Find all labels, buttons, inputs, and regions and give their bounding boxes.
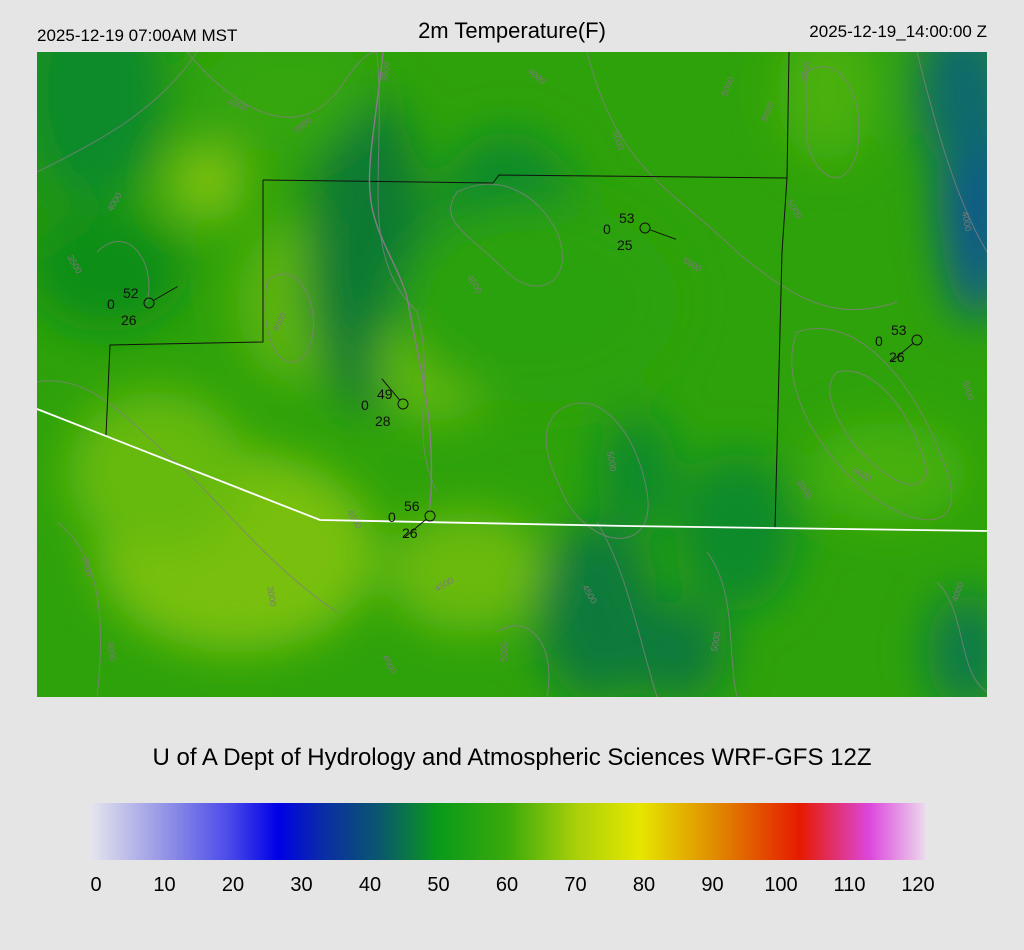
contour-label: 5000 (709, 631, 722, 652)
station-temperature: 56 (404, 498, 420, 514)
station-circle (911, 334, 923, 346)
wind-barb (404, 518, 427, 538)
color-scale-tick: 20 (221, 874, 245, 896)
river (368, 52, 433, 513)
contour-label: 3500 (379, 61, 392, 82)
contour-label: 4000 (105, 641, 118, 662)
station-plot: 49 0 28 (361, 378, 409, 429)
station-plots: 52 0 26 53 0 25 53 0 26 49 0 28 56 0 26 (107, 210, 923, 541)
contour-label: 5000 (605, 451, 618, 472)
color-scale-tick: 80 (632, 874, 656, 896)
color-scale-tick: 40 (358, 874, 382, 896)
state-border (37, 408, 987, 532)
station-value: 0 (875, 333, 883, 349)
color-scale-tick: 100 (764, 874, 798, 896)
station-temperature: 52 (123, 285, 139, 301)
color-scale-tick: 0 (90, 874, 102, 896)
local-time: 2025-12-19 07:00AM MST (37, 26, 238, 45)
contour-label: 3500 (80, 556, 93, 577)
contour-label: 4000 (960, 211, 973, 232)
station-temperature: 53 (619, 210, 635, 226)
color-scale-tick: 60 (495, 874, 519, 896)
station-value: 0 (361, 397, 369, 413)
station-circle (397, 398, 409, 410)
credit-line: U of A Dept of Hydrology and Atmospheric… (152, 744, 872, 771)
station-plot: 56 0 26 (388, 498, 436, 541)
contour-label: 3000 (265, 586, 278, 607)
station-temperature: 49 (377, 386, 393, 402)
wind-barb (153, 286, 178, 301)
contour-label: 4500 (799, 61, 812, 82)
station-plot: 53 0 25 (603, 210, 677, 253)
color-scale-tick: 110 (833, 874, 866, 896)
color-scale-tick: 90 (701, 874, 724, 896)
station-value: 0 (603, 221, 611, 237)
temperature-field (37, 52, 987, 697)
utc-time: 2025-12-19_14:00:00 Z (809, 22, 987, 41)
wind-barb (649, 229, 677, 240)
elevation-contours (37, 52, 987, 697)
map-title: 2m Temperature(F) (418, 18, 606, 43)
station-dewpoint: 26 (402, 525, 418, 541)
station-circle (639, 222, 651, 234)
wind-barb (891, 342, 914, 362)
color-scale-tick: 70 (564, 874, 587, 896)
color-scale-tick: 50 (427, 874, 450, 896)
station-dewpoint: 28 (375, 413, 391, 429)
station-plot: 52 0 26 (107, 285, 178, 328)
station-value: 0 (107, 296, 115, 312)
station-temperature: 53 (891, 322, 907, 338)
station-plot: 53 0 26 (875, 322, 923, 365)
station-circle (143, 297, 155, 309)
station-dewpoint: 26 (889, 349, 905, 365)
color-scale-tick: 10 (153, 874, 176, 896)
station-circle (424, 510, 436, 522)
wind-barb (381, 378, 401, 401)
station-value: 0 (388, 509, 396, 525)
station-dewpoint: 25 (617, 237, 633, 253)
contour-label: 5000 (499, 642, 509, 662)
county-boundaries (105, 52, 790, 529)
color-scale-tick: 30 (290, 874, 313, 896)
color-scale-tick: 120 (901, 874, 935, 896)
color-scale-bar (90, 803, 925, 860)
station-dewpoint: 26 (121, 312, 137, 328)
